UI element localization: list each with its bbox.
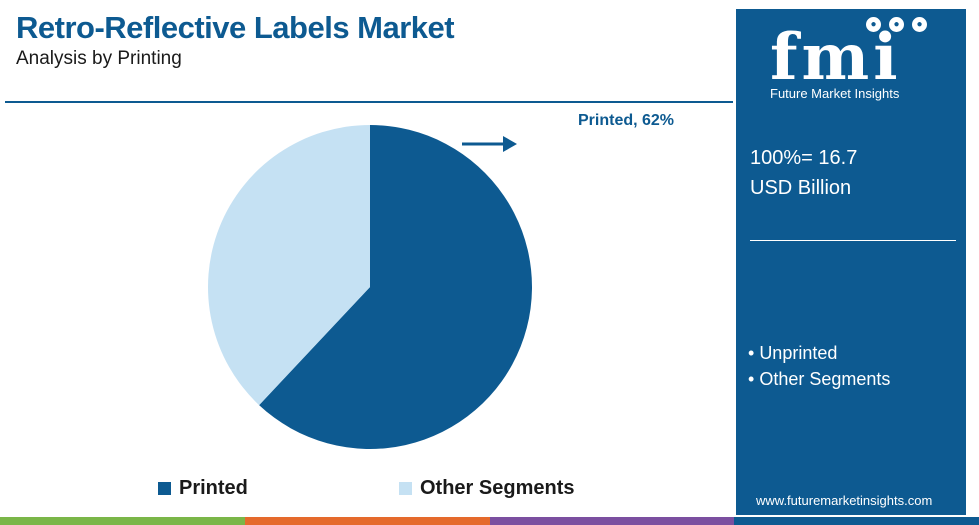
globe-icon: ● — [866, 17, 881, 32]
legend-swatch-other-segments — [399, 482, 412, 495]
segment-list: Unprinted Other Segments — [748, 340, 890, 392]
market-total-value: 100%= 16.7 — [750, 147, 858, 169]
pie-slice-printed — [259, 125, 533, 449]
segment-item-other: Other Segments — [748, 366, 890, 392]
bar-segment-green — [0, 517, 245, 525]
legend-label-printed: Printed — [179, 477, 248, 499]
person-icon: ● — [889, 17, 904, 32]
sidebar-divider — [750, 240, 956, 241]
logo-icons: ● ● ● — [866, 17, 927, 32]
market-total-unit: USD Billion — [750, 177, 852, 199]
pie-chart — [208, 125, 533, 449]
market-total: 100%= 16.7 USD Billion — [750, 143, 857, 203]
bottom-color-bar — [0, 517, 979, 525]
pie-slices — [208, 125, 533, 449]
chart-title: Retro-Reflective Labels Market — [16, 10, 455, 45]
bar-segment-blue — [734, 517, 979, 525]
printed-callout-label: Printed, 62% — [578, 112, 675, 129]
legend-item-printed: Printed — [158, 477, 248, 500]
chart-subtitle: Analysis by Printing — [16, 48, 182, 69]
segment-item-unprinted: Unprinted — [748, 340, 890, 366]
fmi-logo: fmi — [770, 20, 902, 95]
chart-icon: ● — [912, 17, 927, 32]
logo-caption: Future Market Insights — [770, 86, 900, 101]
bar-segment-orange — [244, 517, 490, 525]
legend-item-other-segments: Other Segments — [399, 477, 574, 500]
legend-swatch-printed — [158, 482, 171, 495]
callout-arrow — [462, 136, 517, 152]
info-sidebar: ● ● ● fmi Future Market Insights 100%= 1… — [736, 9, 966, 515]
bar-segment-purple — [489, 517, 735, 525]
legend-label-other-segments: Other Segments — [420, 477, 575, 499]
pie-slice-other-segments — [208, 125, 370, 406]
website-url: www.futuremarketinsights.com — [756, 493, 933, 508]
header-divider — [5, 101, 733, 103]
